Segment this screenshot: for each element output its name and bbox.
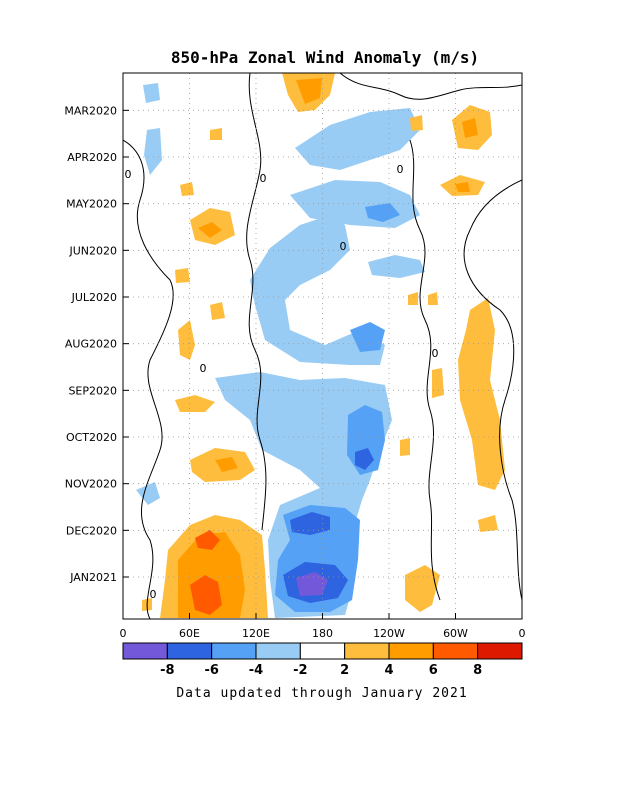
positive-patch-aug-east [432, 368, 444, 398]
positive-patch-aug [210, 302, 225, 320]
y-tick-label: JAN2021 [69, 571, 117, 584]
x-tick-label: 0 [120, 627, 127, 640]
negative-region-jun [368, 255, 425, 278]
positive-core-top [296, 78, 322, 104]
chart-title: 850-hPa Zonal Wind Anomaly (m/s) [171, 48, 479, 67]
positive-strong-dec [195, 530, 220, 550]
colorbar-box [477, 642, 523, 660]
colorbar-label: 4 [384, 663, 393, 678]
y-tick-label: MAR2020 [64, 104, 117, 117]
positive-patch-sep [175, 395, 215, 412]
positive-patch-apr [180, 182, 194, 196]
zero-contour-label: 0 [200, 362, 207, 375]
y-axis: MAR2020 APR2020 MAY2020 JUN2020 JUL2020 AUG20… [64, 104, 129, 584]
colorbar-label: 2 [340, 663, 349, 678]
x-tick-label: 0 [519, 627, 526, 640]
y-tick-label: SEP2020 [68, 384, 117, 397]
zero-contour-label: 0 [150, 588, 157, 601]
zero-contour-west [123, 139, 174, 619]
y-tick-label: OCT2020 [66, 431, 117, 444]
positive-patch-jul2 [428, 292, 438, 305]
colorbar-label: -6 [204, 663, 218, 678]
zero-contour-label: 0 [340, 240, 347, 253]
colorbar-box [122, 642, 168, 660]
negative-region-nov [136, 482, 160, 505]
colorbar-label: -2 [293, 663, 307, 678]
grid [123, 73, 522, 619]
zero-contour-label: 0 [260, 172, 267, 185]
negative-region-jan-west [143, 83, 160, 103]
y-tick-label: MAY2020 [66, 198, 117, 211]
colorbar-box [299, 642, 346, 660]
y-tick-label: APR2020 [67, 151, 117, 164]
colorbar-label: -8 [160, 663, 174, 678]
positive-strip-east [458, 298, 505, 490]
colorbar-label: 8 [473, 663, 482, 678]
positive-patch-mar [410, 115, 423, 131]
zero-contour-top [339, 73, 522, 100]
positive-core-apr [455, 182, 470, 192]
colorbar-label: -4 [249, 663, 263, 678]
strong-negative-dec [290, 512, 330, 535]
positive-core-nov [215, 457, 238, 472]
data-updated-note: Data updated through January 2021 [176, 686, 467, 701]
positive-patch-jul [408, 292, 418, 305]
positive-core-may [198, 222, 222, 238]
positive-patch-dec-east [478, 515, 498, 532]
colorbar-box [166, 642, 213, 660]
zero-contours: 0 0 0 0 0 0 0 [123, 73, 522, 619]
negative-region-west [144, 128, 162, 175]
zero-contour-label: 0 [397, 163, 404, 176]
x-tick-label: 120E [242, 627, 270, 640]
negative-core-may [365, 203, 400, 222]
x-tick-label: 60E [179, 627, 200, 640]
positive-strip-west [178, 320, 195, 360]
x-tick-label: 180 [312, 627, 333, 640]
colorbar-box [432, 642, 479, 660]
zero-contour-center [246, 73, 267, 531]
positive-patch-feb [210, 128, 222, 140]
positive-patch-oct-east [400, 438, 410, 456]
zero-contour-east [463, 179, 522, 601]
y-tick-label: AUG2020 [65, 338, 117, 351]
positive-strong-indian-ocean [190, 575, 222, 615]
colorbar-box [255, 642, 301, 660]
colorbar-box [388, 642, 434, 660]
negative-region-large [250, 215, 385, 365]
x-axis: 0 60E 120E 180 120W 60W 0 [120, 613, 526, 640]
x-tick-label: 60W [443, 627, 468, 640]
strongest-negative-jan [296, 572, 328, 596]
strong-negative-oct [355, 448, 374, 470]
zero-contour-east2 [409, 139, 441, 601]
y-tick-label: DEC2020 [66, 524, 117, 537]
y-tick-label: JUL2020 [71, 291, 117, 304]
zero-contour-label: 0 [432, 347, 439, 360]
colorbar-box [344, 642, 390, 660]
x-tick-label: 120W [373, 627, 405, 640]
positive-core-mar [462, 118, 478, 138]
zero-contour-label: 0 [125, 168, 132, 181]
positive-patch-jun [175, 268, 190, 283]
y-tick-label: NOV2020 [65, 478, 117, 491]
y-tick-label: JUN2020 [68, 244, 117, 257]
colorbar: -8 -6 -4 -2 2 4 6 8 [122, 642, 523, 678]
negative-core-aug [350, 322, 385, 352]
colorbar-box [211, 642, 257, 660]
colorbar-label: 6 [429, 663, 438, 678]
